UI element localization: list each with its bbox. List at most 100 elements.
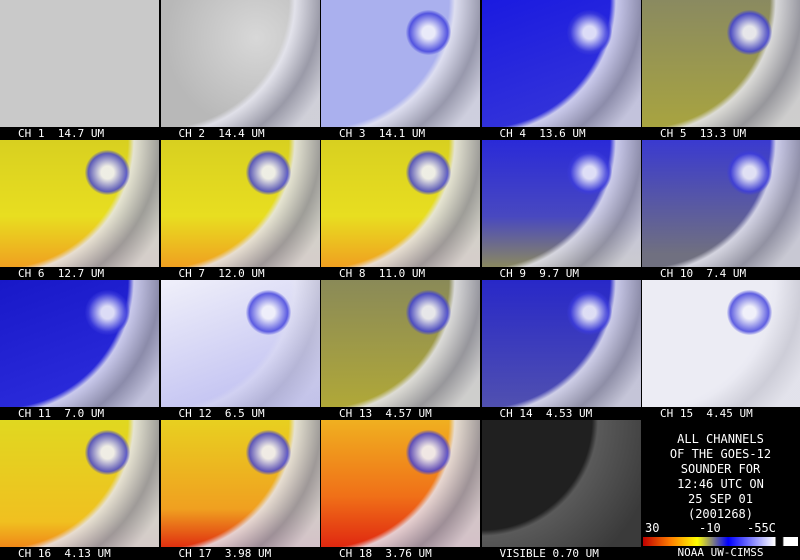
channel-label: CH 17 3.98 UM	[178, 547, 272, 560]
channel-image	[321, 0, 480, 127]
channel-label: CH 9 9.7 UM	[499, 267, 579, 280]
channel-image	[160, 420, 320, 547]
storm-swirl	[727, 150, 772, 195]
channel-panel: CH 10 7.4 UM	[642, 140, 800, 280]
channel-panel: CH 3 14.1 UM	[321, 0, 480, 140]
channel-panel: CH 5 13.3 UM	[642, 0, 800, 140]
cloud-band	[321, 280, 480, 407]
channel-image	[481, 140, 641, 267]
channel-label: CH 3 14.1 UM	[339, 127, 426, 140]
cloud-band	[642, 280, 800, 407]
channel-label: CH 10 7.4 UM	[660, 267, 747, 280]
cloud-band	[160, 140, 320, 267]
storm-swirl	[406, 10, 451, 55]
storm-swirl	[727, 10, 772, 55]
cloud-band	[321, 0, 480, 127]
credit: NOAA UW-CIMSS	[677, 546, 764, 559]
channel-image	[160, 0, 320, 127]
channel-label: VISIBLE 0.70 UM	[499, 547, 599, 560]
legend-line: 12:46 UTC ON	[677, 477, 764, 491]
channel-image	[642, 280, 800, 407]
channel-panel: CH 2 14.4 UM	[160, 0, 320, 140]
legend: ALL CHANNELS OF THE GOES-12 SOUNDER FOR 12:…	[641, 420, 800, 560]
storm-swirl	[406, 430, 451, 475]
cloud-band	[642, 0, 800, 127]
channel-image	[0, 140, 159, 267]
storm-swirl	[566, 290, 612, 335]
channel-image	[642, 140, 800, 267]
storm-swirl	[406, 290, 451, 335]
channel-image	[642, 0, 800, 127]
channel-label: CH 14 4.53 UM	[499, 407, 593, 420]
cloud-band	[642, 140, 800, 267]
channel-label: CH 8 11.0 UM	[339, 267, 426, 280]
channel-label: CH 18 3.76 UM	[339, 547, 432, 560]
channel-label: CH 11 7.0 UM	[18, 407, 105, 420]
channel-label: CH 1 14.7 UM	[18, 127, 105, 140]
storm-swirl	[85, 430, 130, 475]
storm-swirl	[245, 290, 291, 335]
channel-image	[0, 420, 159, 547]
channel-image	[481, 280, 641, 407]
channel-panel: CH 13 4.57 UM	[321, 280, 480, 420]
channel-image	[0, 280, 159, 407]
legend-line: 25 SEP 01	[687, 492, 754, 506]
channel-panel: CH 17 3.98 UM	[160, 420, 320, 560]
channel-image	[321, 140, 480, 267]
channel-panel: CH 1 14.7 UM	[0, 0, 159, 140]
cloud-band	[481, 140, 641, 267]
channel-panel: CH 14 4.53 UM	[481, 280, 641, 420]
cloud-band	[321, 420, 480, 547]
storm-swirl	[566, 150, 612, 195]
storm-swirl	[85, 150, 130, 195]
channel-label: CH 6 12.7 UM	[18, 267, 105, 280]
channel-label: CH 7 12.0 UM	[178, 267, 265, 280]
color-bar	[643, 537, 798, 546]
scale-label: 30	[645, 521, 660, 535]
channel-label: CH 13 4.57 UM	[339, 407, 432, 420]
channel-label: CH 12 6.5 UM	[178, 407, 265, 420]
channel-label: CH 15 4.45 UM	[660, 407, 753, 420]
cloud-band	[0, 420, 159, 547]
channel-image	[160, 280, 320, 407]
scale-label: -55C	[747, 521, 776, 535]
legend-line: SOUNDER FOR	[680, 462, 761, 476]
storm-swirl	[85, 290, 130, 335]
scale-label: -10	[699, 521, 721, 535]
channel-panel: CH 7 12.0 UM	[160, 140, 320, 280]
channel-label: CH 5 13.3 UM	[660, 127, 747, 140]
channel-panel: CH 15 4.45 UM	[642, 280, 800, 420]
channel-image	[160, 140, 320, 267]
channel-panel: VISIBLE 0.70 UM	[481, 420, 641, 560]
storm-swirl	[245, 430, 291, 475]
cloud-band	[481, 0, 641, 127]
channel-image	[321, 420, 480, 547]
channel-panel: CH 9 9.7 UM	[481, 140, 641, 280]
cloud-band	[0, 140, 159, 267]
cloud-band	[481, 420, 641, 547]
cloud-band	[160, 280, 320, 407]
legend-line: OF THE GOES-12	[669, 447, 772, 461]
channel-panel: CH 4 13.6 UM	[481, 0, 641, 140]
channel-panel: CH 16 4.13 UM	[0, 420, 159, 560]
channel-image	[321, 280, 480, 407]
storm-swirl	[406, 150, 451, 195]
cloud-band	[481, 280, 641, 407]
channel-image	[481, 0, 641, 127]
cloud-band	[160, 0, 320, 127]
cloud-band	[321, 140, 480, 267]
channel-panel: CH 12 6.5 UM	[160, 280, 320, 420]
channel-panel: CH 18 3.76 UM	[321, 420, 480, 560]
channel-panel: CH 6 12.7 UM	[0, 140, 159, 280]
channel-label: CH 16 4.13 UM	[18, 547, 111, 560]
channel-label: CH 2 14.4 UM	[178, 127, 265, 140]
channel-panel: CH 8 11.0 UM	[321, 140, 480, 280]
storm-swirl	[245, 150, 291, 195]
channel-image	[481, 420, 641, 547]
storm-swirl	[727, 290, 772, 335]
cloud-band	[0, 280, 159, 407]
channel-image	[0, 0, 159, 127]
legend-line: ALL CHANNELS	[677, 432, 764, 446]
legend-line: (2001268)	[687, 507, 754, 521]
